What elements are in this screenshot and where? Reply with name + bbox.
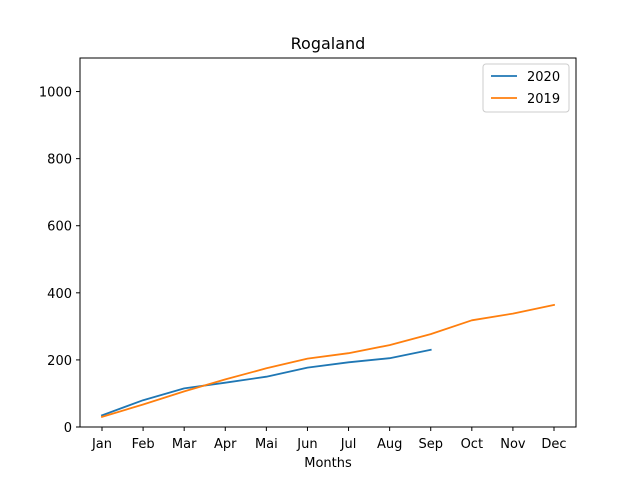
- y-tick-label: 0: [64, 421, 72, 436]
- x-tick-label: Jun: [296, 437, 317, 452]
- series-line-2019: [100, 303, 556, 419]
- legend: 2020 2019: [482, 63, 570, 113]
- legend-label: 2020: [527, 70, 560, 85]
- x-tick-label: Oct: [461, 437, 483, 452]
- x-tick-label: Jul: [340, 437, 357, 452]
- x-tick-label: Mar: [172, 437, 197, 452]
- x-tick-label: Sep: [418, 437, 443, 452]
- axes-frame: [79, 57, 577, 428]
- y-tick-label: 800: [47, 153, 72, 168]
- plot-area: Jan Feb Mar Apr Mai Jun Jul Aug Sep Oct Nov Dec 0 200…: [39, 57, 577, 452]
- series-line-2020: [100, 348, 432, 417]
- x-tick-label: Feb: [132, 437, 155, 452]
- chart-title: Rogaland: [291, 34, 366, 53]
- x-tick-label: Aug: [377, 437, 402, 452]
- x-axis-label: Months: [304, 456, 352, 471]
- legend-label: 2019: [527, 92, 560, 107]
- y-tick-label: 1000: [39, 86, 72, 101]
- x-tick-label: Mai: [255, 437, 278, 452]
- x-tick-label: Nov: [500, 437, 526, 452]
- x-tick-label: Apr: [214, 437, 237, 452]
- y-tick-label: 600: [47, 220, 72, 235]
- x-tick-label: Dec: [541, 437, 566, 452]
- y-tick-label: 400: [47, 287, 72, 302]
- x-tick-label: Jan: [91, 437, 112, 452]
- y-tick-label: 200: [47, 354, 72, 369]
